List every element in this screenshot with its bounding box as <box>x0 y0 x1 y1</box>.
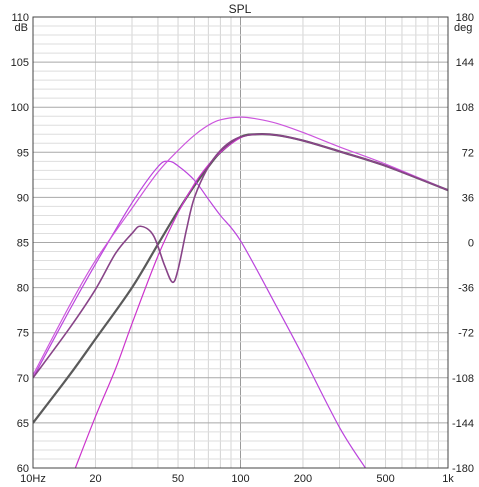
y-tick-label: 100 <box>11 102 29 114</box>
x-tick-label: 100 <box>231 473 249 485</box>
tick-labels: 60 65 70 75 80 85 90 95 100 105 110 -180 -144 -108 -72… <box>11 12 474 485</box>
y-tick-label: 95 <box>17 147 29 159</box>
y-axis-unit-label: dB <box>15 22 28 34</box>
x-tick-label: 200 <box>294 473 312 485</box>
y2-tick-label: 72 <box>462 147 474 159</box>
y2-tick-label: -180 <box>452 463 474 475</box>
y-tick-label: 70 <box>17 373 29 385</box>
y-tick-label: 85 <box>17 238 29 250</box>
y2-tick-label: -108 <box>452 373 474 385</box>
y2-axis-unit-label: deg <box>454 22 472 34</box>
y-tick-label: 80 <box>17 283 29 295</box>
x-tick-label: 1k <box>442 473 454 485</box>
y2-tick-label: -144 <box>452 418 474 430</box>
series-line-4 <box>33 116 448 376</box>
y2-tick-label: 36 <box>462 192 474 204</box>
series-layer <box>33 116 448 468</box>
y2-tick-label: -36 <box>458 283 474 295</box>
series-line-3 <box>33 160 366 468</box>
y2-tick-label: 144 <box>456 57 474 69</box>
y-tick-label: 105 <box>11 57 29 69</box>
y2-tick-label: 0 <box>468 238 474 250</box>
x-tick-label: 10Hz <box>20 473 46 485</box>
y2-tick-label: 180 <box>456 12 474 24</box>
grid <box>33 17 448 468</box>
y2-tick-label: 108 <box>456 102 474 114</box>
x-tick-label: 500 <box>376 473 394 485</box>
y2-tick-label: -72 <box>458 328 474 340</box>
y-tick-label: 60 <box>17 463 29 475</box>
y-tick-label: 90 <box>17 192 29 204</box>
y-tick-label: 65 <box>17 418 29 430</box>
series-line-5 <box>33 133 448 379</box>
x-tick-label: 20 <box>89 473 101 485</box>
chart-title: SPL <box>229 2 252 16</box>
x-tick-label: 50 <box>172 473 184 485</box>
y-tick-label: 110 <box>11 12 29 24</box>
plot-frame <box>32 16 449 469</box>
y-tick-label: 75 <box>17 328 29 340</box>
